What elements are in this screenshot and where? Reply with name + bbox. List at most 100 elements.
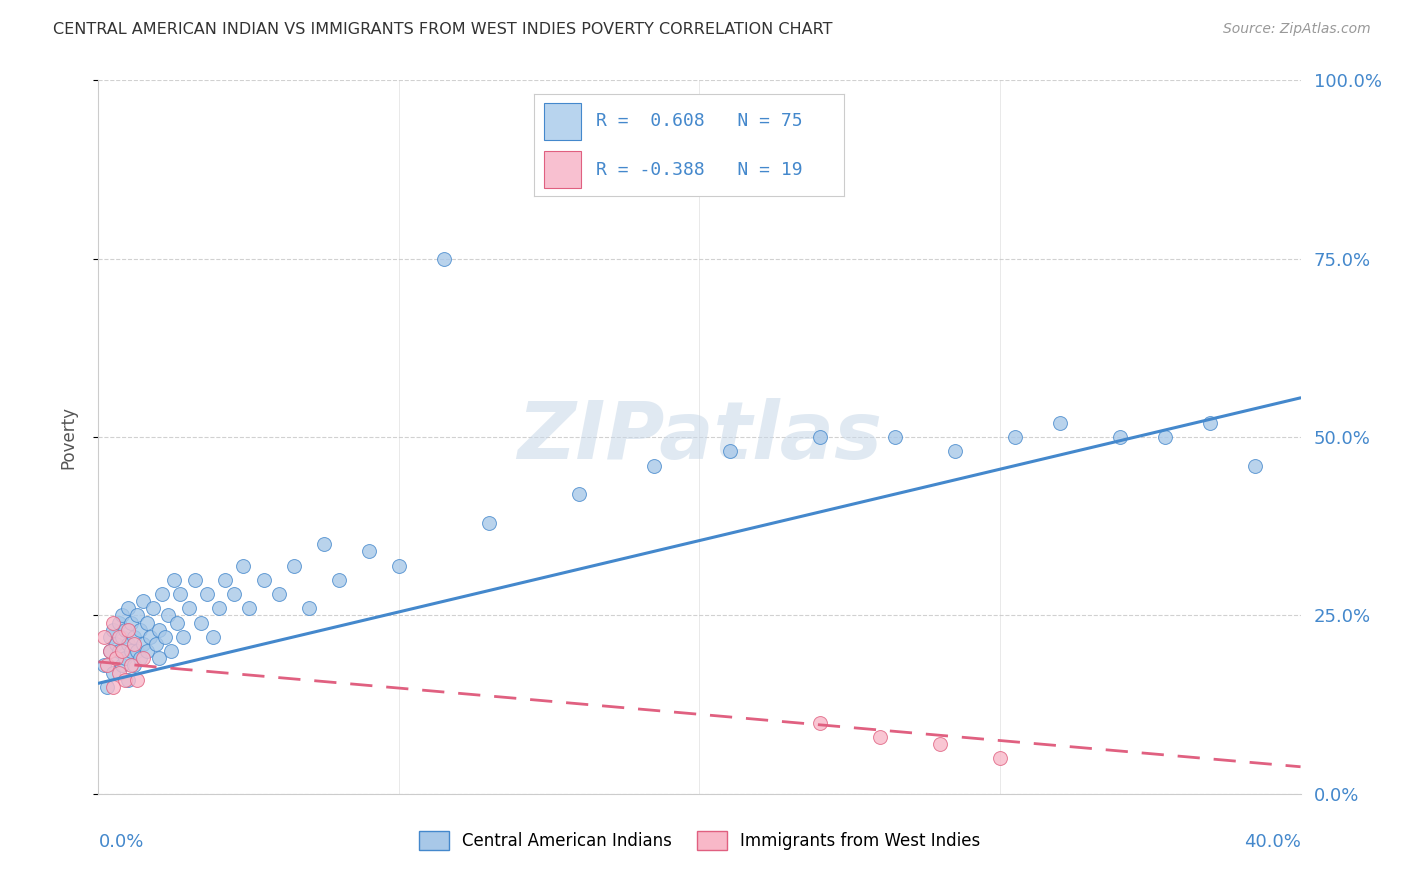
Point — [135, 644, 157, 658]
Bar — [544, 103, 581, 140]
Point — [129, 623, 152, 637]
Bar — [544, 151, 581, 188]
Point — [100, 644, 122, 658]
Point — [153, 630, 176, 644]
Point — [808, 430, 831, 444]
Point — [166, 615, 188, 630]
Point — [129, 651, 152, 665]
Point — [121, 615, 143, 630]
Point — [172, 630, 194, 644]
Text: R =  0.608   N = 75: R = 0.608 N = 75 — [596, 112, 803, 130]
Point — [195, 587, 218, 601]
Point — [121, 644, 143, 658]
Point — [108, 630, 131, 644]
Text: 0.0%: 0.0% — [98, 833, 143, 851]
Point — [643, 458, 665, 473]
Point — [108, 615, 131, 630]
Text: CENTRAL AMERICAN INDIAN VS IMMIGRANTS FROM WEST INDIES POVERTY CORRELATION CHART: CENTRAL AMERICAN INDIAN VS IMMIGRANTS FR… — [53, 22, 832, 37]
Point — [111, 644, 134, 658]
Point — [100, 630, 122, 644]
Point — [117, 601, 139, 615]
Point — [111, 630, 134, 644]
Point — [117, 623, 139, 637]
Point — [328, 573, 350, 587]
Point — [478, 516, 501, 530]
Point — [114, 673, 136, 687]
Point — [169, 587, 191, 601]
Point — [162, 573, 184, 587]
Point — [114, 651, 136, 665]
Point — [929, 737, 952, 751]
Point — [111, 608, 134, 623]
Point — [127, 644, 149, 658]
Point — [96, 680, 118, 694]
Point — [201, 630, 224, 644]
Point — [1109, 430, 1132, 444]
Point — [132, 637, 155, 651]
Point — [869, 730, 891, 744]
Point — [150, 587, 173, 601]
Point — [222, 587, 245, 601]
Text: ZIPatlas: ZIPatlas — [517, 398, 882, 476]
Point — [298, 601, 321, 615]
Point — [132, 651, 155, 665]
Text: R = -0.388   N = 19: R = -0.388 N = 19 — [596, 161, 803, 178]
Point — [183, 573, 205, 587]
Point — [96, 658, 118, 673]
Point — [103, 665, 125, 680]
Point — [433, 252, 456, 266]
Point — [267, 587, 290, 601]
Point — [808, 715, 831, 730]
Point — [117, 637, 139, 651]
Text: 40.0%: 40.0% — [1244, 833, 1301, 851]
Point — [105, 651, 128, 665]
Point — [135, 615, 157, 630]
Point — [208, 601, 231, 615]
Y-axis label: Poverty: Poverty — [59, 406, 77, 468]
Point — [103, 623, 125, 637]
Point — [1154, 430, 1177, 444]
Text: Source: ZipAtlas.com: Source: ZipAtlas.com — [1223, 22, 1371, 37]
Point — [103, 680, 125, 694]
Point — [93, 658, 115, 673]
Point — [190, 615, 212, 630]
Point — [124, 658, 146, 673]
Point — [232, 558, 254, 573]
Point — [103, 615, 125, 630]
Point — [214, 573, 236, 587]
Point — [108, 644, 131, 658]
Point — [943, 444, 966, 458]
Point — [1004, 430, 1026, 444]
Point — [883, 430, 905, 444]
Point — [988, 751, 1011, 765]
Point — [111, 658, 134, 673]
Point — [124, 630, 146, 644]
Point — [124, 637, 146, 651]
Point — [132, 594, 155, 608]
Legend: Central American Indians, Immigrants from West Indies: Central American Indians, Immigrants fro… — [412, 824, 987, 857]
Point — [121, 658, 143, 673]
Point — [105, 651, 128, 665]
Point — [108, 665, 131, 680]
Point — [105, 637, 128, 651]
Point — [253, 573, 276, 587]
Point — [141, 601, 163, 615]
Point — [312, 537, 335, 551]
Point — [1199, 416, 1222, 430]
Point — [148, 651, 170, 665]
Point — [117, 673, 139, 687]
Point — [138, 630, 160, 644]
Point — [127, 673, 149, 687]
Point — [145, 637, 167, 651]
Point — [114, 623, 136, 637]
Point — [357, 544, 380, 558]
Point — [127, 608, 149, 623]
Point — [568, 487, 591, 501]
Point — [388, 558, 411, 573]
Point — [718, 444, 741, 458]
Point — [1049, 416, 1071, 430]
Point — [1244, 458, 1267, 473]
Point — [156, 608, 179, 623]
Point — [148, 623, 170, 637]
Point — [283, 558, 305, 573]
